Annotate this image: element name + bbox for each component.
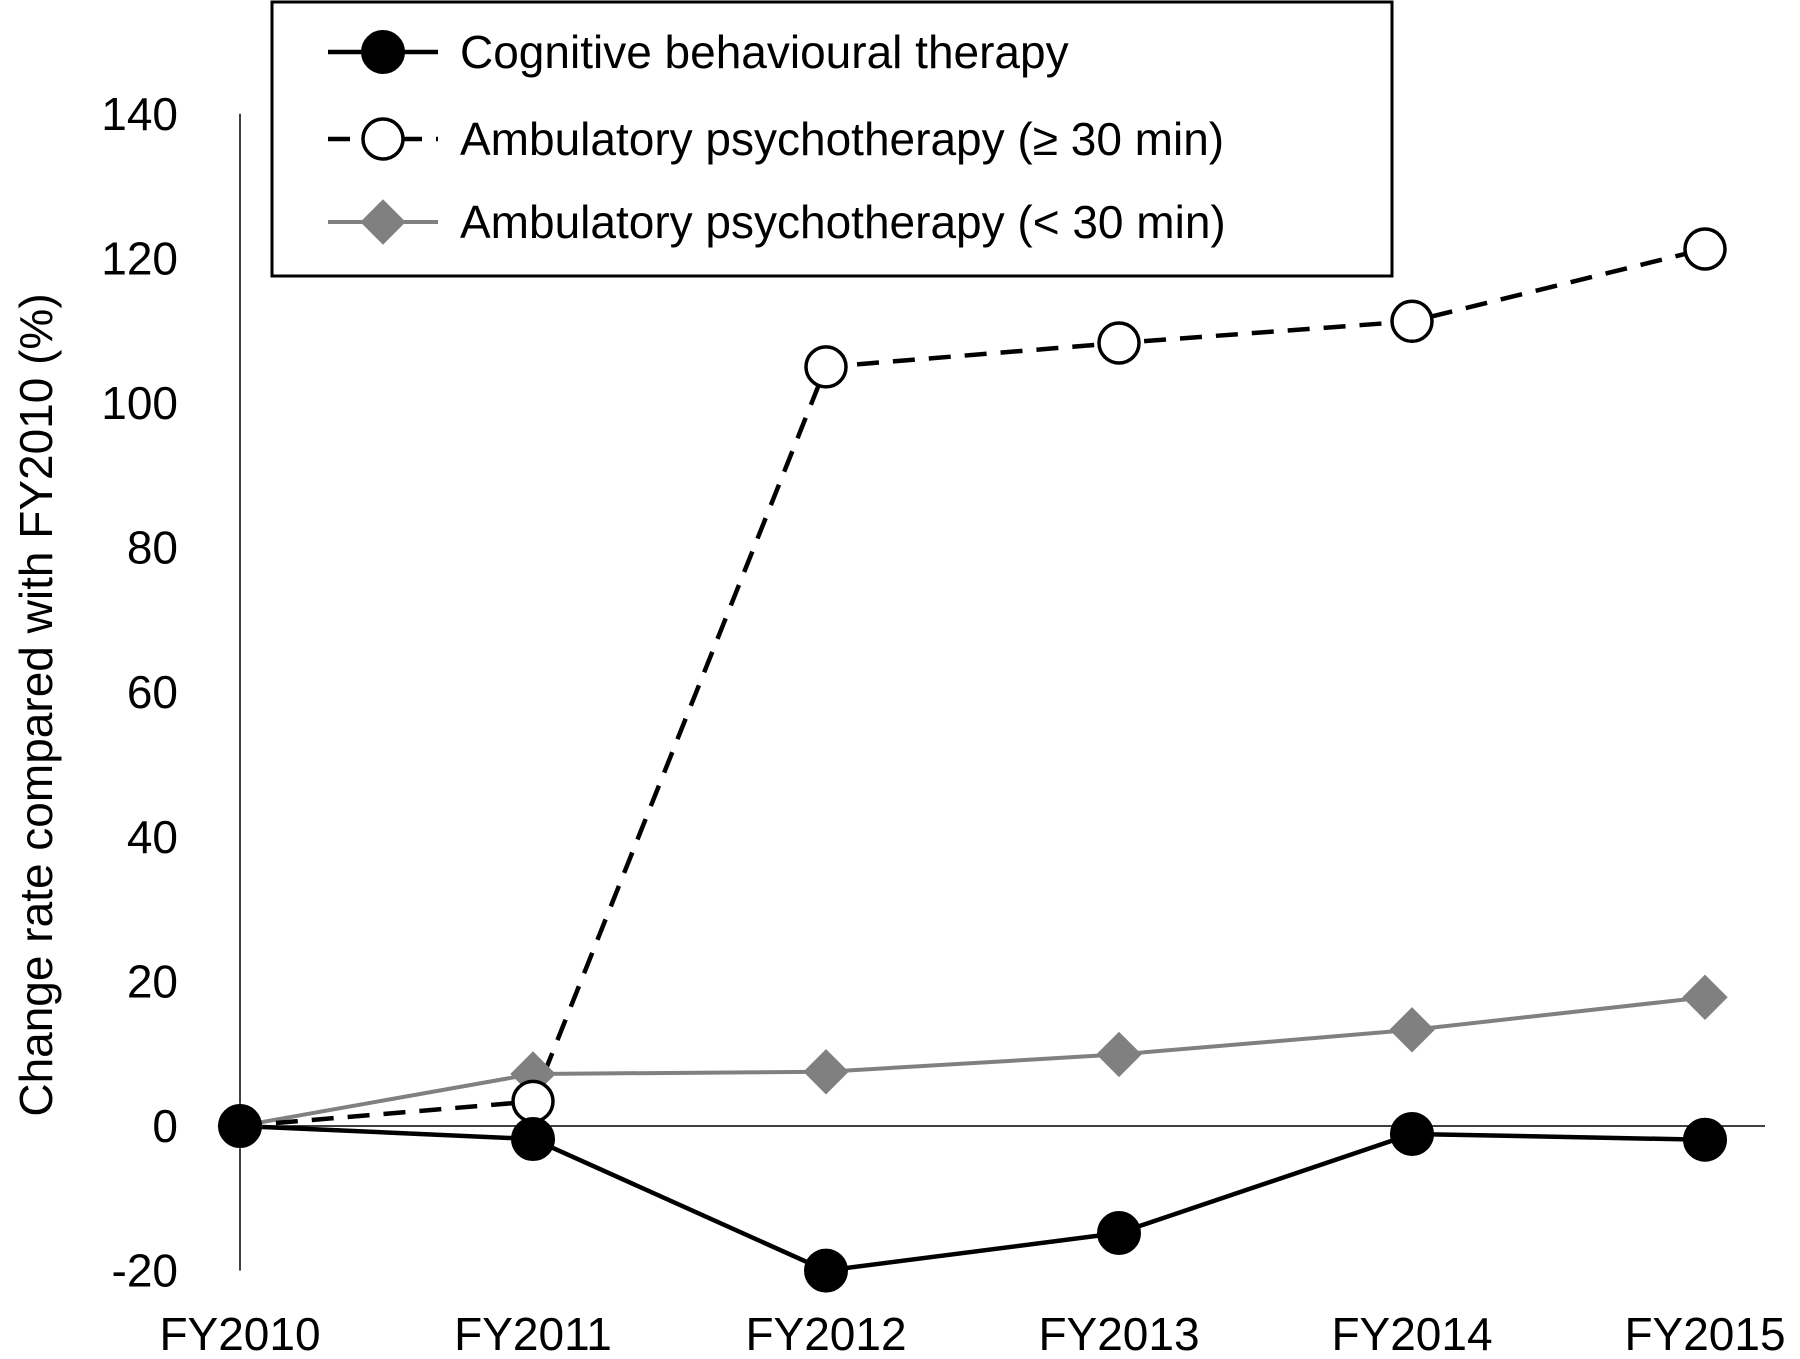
legend: Cognitive behavioural therapy Ambulatory … bbox=[270, 0, 1394, 278]
x-tick-label: FY2013 bbox=[1038, 1308, 1199, 1354]
legend-filled-circle-icon bbox=[361, 30, 405, 74]
legend-box bbox=[270, 0, 1394, 278]
y-tick-label: 20 bbox=[127, 955, 178, 1007]
x-tick-label: FY2010 bbox=[159, 1308, 320, 1354]
data-point-s0 bbox=[1390, 1111, 1434, 1156]
y-tick-label: -20 bbox=[112, 1245, 178, 1297]
series-line-2 bbox=[239, 995, 1706, 1128]
y-tick-label: 140 bbox=[101, 88, 178, 140]
y-tick-label: 100 bbox=[101, 377, 178, 429]
series-line-0 bbox=[239, 1123, 1706, 1273]
legend-open-circle-icon bbox=[361, 117, 405, 161]
y-tick-label: 0 bbox=[152, 1100, 178, 1152]
series-lines bbox=[239, 246, 1706, 1273]
series-markers bbox=[217, 227, 1728, 1293]
data-point-s2 bbox=[1096, 1031, 1142, 1078]
data-point-s0 bbox=[1683, 1117, 1727, 1162]
data-point-s2 bbox=[1682, 974, 1728, 1021]
x-tick-label: FY2011 bbox=[454, 1308, 612, 1354]
y-axis-title: Change rate compared with FY2010 (%) bbox=[10, 293, 62, 1116]
data-point-s0 bbox=[511, 1117, 555, 1162]
y-tick-label: 60 bbox=[127, 666, 178, 718]
y-tick-label: 40 bbox=[127, 811, 178, 863]
data-point-s0 bbox=[218, 1104, 262, 1148]
data-point-s1 bbox=[511, 1079, 555, 1124]
x-tick-label: FY2014 bbox=[1331, 1308, 1492, 1354]
data-point-s1 bbox=[1683, 227, 1727, 271]
y-tick-label: 120 bbox=[101, 232, 178, 284]
data-point-s2 bbox=[1389, 1007, 1435, 1053]
x-tick-label: FY2015 bbox=[1624, 1308, 1785, 1354]
legend-diamond-icon bbox=[360, 199, 406, 245]
legend-label-0: Cognitive behavioural therapy bbox=[460, 26, 1069, 78]
data-point-s1 bbox=[804, 345, 848, 389]
series-line-1 bbox=[239, 246, 1706, 1129]
data-point-s0 bbox=[1097, 1211, 1141, 1256]
data-point-s2 bbox=[803, 1049, 849, 1095]
data-point-s1 bbox=[1097, 321, 1141, 365]
data-point-s0 bbox=[804, 1248, 848, 1293]
axes: -20 0 20 40 60 80 100 120 140 FY2010 FY2011 FY2012 F… bbox=[101, 88, 1785, 1359]
x-tick-label: FY2012 bbox=[745, 1308, 906, 1354]
data-point-s1 bbox=[1390, 299, 1434, 344]
y-tick-label: 80 bbox=[127, 522, 178, 574]
legend-label-1: Ambulatory psychotherapy (≥ 30 min) bbox=[460, 113, 1224, 165]
legend-label-2: Ambulatory psychotherapy (< 30 min) bbox=[460, 196, 1226, 248]
